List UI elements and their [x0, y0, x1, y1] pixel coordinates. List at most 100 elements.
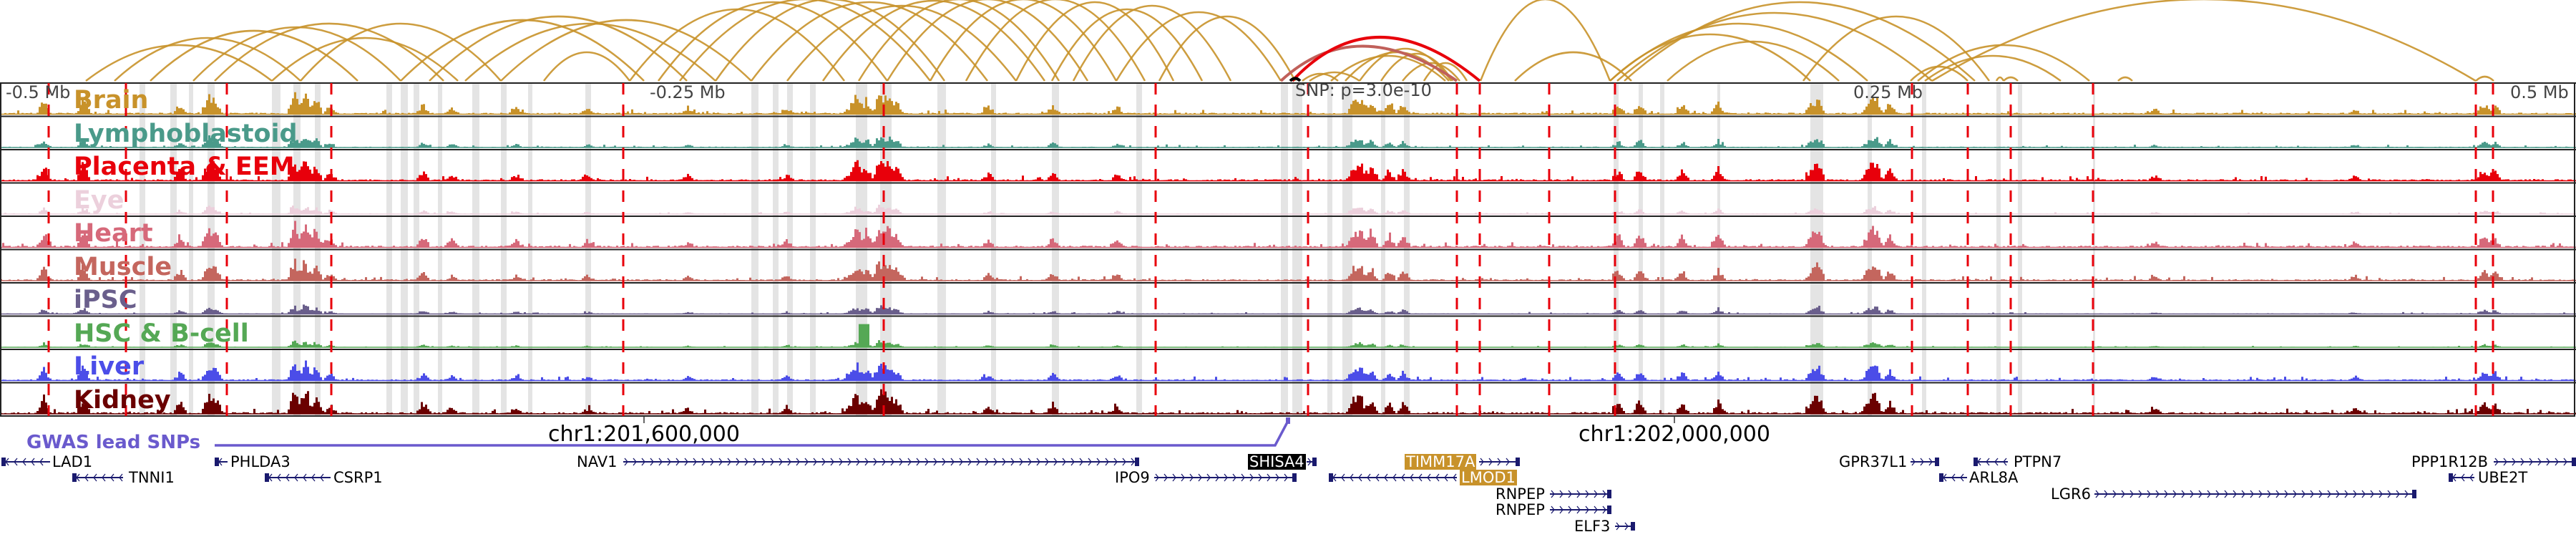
gene-label-ppp1r12b[interactable]: PPP1R12B	[2411, 453, 2489, 470]
strand-arrow-icon	[1444, 473, 1448, 482]
gene-exon	[1, 458, 6, 466]
strand-arrow-icon	[2379, 490, 2383, 498]
gene-label-ipo9[interactable]: IPO9	[1115, 469, 1150, 486]
signal-liver	[0, 360, 2576, 381]
strand-arrow-icon	[84, 473, 89, 482]
strand-arrow-icon	[1616, 522, 1620, 531]
interaction-arc	[1616, 11, 1933, 82]
interaction-arc	[1995, 76, 2005, 82]
strand-arrow-icon	[950, 458, 955, 466]
strand-arrow-icon	[924, 458, 929, 466]
interaction-arc	[85, 44, 273, 82]
strand-arrow-icon	[1181, 473, 1185, 482]
gene-exon	[1607, 490, 1611, 498]
strand-arrow-icon	[1435, 473, 1440, 482]
gene-exon	[1292, 473, 1297, 482]
strand-arrow-icon	[933, 458, 937, 466]
interaction-arc	[1931, 0, 2477, 82]
gene-label-shisa4[interactable]: SHISA4	[1248, 453, 1306, 470]
strand-arrow-icon	[658, 458, 663, 466]
interaction-arc	[1514, 51, 1632, 82]
strand-arrow-icon	[744, 458, 748, 466]
strand-arrow-icon	[1602, 505, 1606, 514]
strand-arrow-icon	[770, 458, 774, 466]
strand-arrow-icon	[959, 458, 963, 466]
strand-arrow-icon	[1275, 473, 1279, 482]
gene-exon	[72, 473, 77, 482]
gene-label-phlda3[interactable]: PHLDA3	[230, 453, 291, 470]
interaction-arc	[657, 1, 889, 82]
strand-arrow-icon	[2461, 473, 2465, 482]
gene-exon	[1607, 505, 1611, 514]
strand-arrow-icon	[684, 458, 688, 466]
strand-arrow-icon	[1172, 473, 1176, 482]
strand-arrow-icon	[1198, 473, 1202, 482]
strand-arrow-icon	[1036, 458, 1040, 466]
strand-arrow-icon	[2512, 458, 2516, 466]
strand-arrow-icon	[1576, 490, 1581, 498]
gene-label-timm17a[interactable]: TIMM17A	[1405, 453, 1477, 470]
strand-arrow-icon	[2494, 458, 2499, 466]
strand-arrow-icon	[985, 458, 989, 466]
gene-label-nav1[interactable]: NAV1	[577, 453, 618, 470]
strand-arrow-icon	[1551, 505, 1555, 514]
gene-label-rnpep[interactable]: RNPEP	[1496, 501, 1545, 518]
gene-label-lmod1[interactable]: LMOD1	[1460, 469, 1517, 486]
interaction-arc	[1050, 8, 1204, 82]
strand-arrow-icon	[796, 458, 800, 466]
strand-arrow-icon	[2529, 458, 2533, 466]
strand-arrow-icon	[294, 473, 298, 482]
interaction-arc	[464, 22, 716, 82]
strand-arrow-icon	[2241, 490, 2245, 498]
strand-arrow-icon	[847, 458, 852, 466]
strand-arrow-icon	[1480, 458, 1484, 466]
strand-arrow-icon	[2121, 490, 2125, 498]
interaction-arc	[429, 15, 688, 82]
strand-arrow-icon	[2147, 490, 2151, 498]
interaction-arc	[1624, 1, 1976, 82]
strand-arrow-icon	[286, 473, 290, 482]
strand-arrow-icon	[2003, 458, 2007, 466]
interaction-arc	[1380, 52, 1454, 82]
strand-arrow-icon	[2310, 490, 2314, 498]
gene-exon	[1974, 458, 1978, 466]
gene-exon	[1312, 458, 1317, 466]
track-label: HSC & B-cell	[74, 319, 249, 348]
gwas-snp-marker	[1286, 417, 1290, 424]
gene-label-tnni1[interactable]: TNNI1	[129, 469, 175, 486]
strand-arrow-icon	[1070, 458, 1075, 466]
strand-arrow-icon	[890, 458, 894, 466]
gene-label-gpr37l1[interactable]: GPR37L1	[1839, 453, 1908, 470]
strand-arrow-icon	[830, 458, 834, 466]
gene-label-ptpn7[interactable]: PTPN7	[2014, 453, 2062, 470]
ruler-label-0-25: 0.25 Mb	[1853, 82, 1923, 102]
strand-arrow-icon	[1019, 458, 1023, 466]
snp-arc	[1289, 77, 1302, 82]
strand-arrow-icon	[641, 458, 645, 466]
strand-arrow-icon	[967, 458, 972, 466]
strand-arrow-icon	[727, 458, 731, 466]
interaction-arc	[543, 51, 630, 82]
strand-arrow-icon	[1053, 458, 1058, 466]
strand-arrow-icon	[1131, 458, 1135, 466]
interaction-arc	[1609, 22, 1868, 82]
gene-label-lad1[interactable]: LAD1	[52, 453, 93, 470]
gene-label-rnpep[interactable]: RNPEP	[1496, 485, 1545, 503]
gene-label-ube2t[interactable]: UBE2T	[2478, 469, 2528, 486]
strand-arrow-icon	[1155, 473, 1159, 482]
gene-label-arl8a[interactable]: ARL8A	[1969, 469, 2019, 486]
strand-arrow-icon	[1079, 458, 1083, 466]
gene-label-lgr6[interactable]: LGR6	[2051, 485, 2091, 503]
gene-label-csrp1[interactable]: CSRP1	[333, 469, 383, 486]
gwas-lead-snps-label: GWAS lead SNPs	[26, 432, 201, 453]
track-label: Brain	[74, 86, 149, 115]
strand-arrow-icon	[1249, 473, 1254, 482]
strand-arrow-icon	[1045, 458, 1049, 466]
gene-label-elf3[interactable]: ELF3	[1574, 518, 1611, 535]
interaction-arc	[2003, 76, 2019, 82]
interaction-arc	[751, 1, 988, 82]
strand-arrow-icon	[1585, 505, 1589, 514]
strand-arrow-icon	[2469, 473, 2474, 482]
strand-arrow-icon	[1559, 505, 1563, 514]
strand-arrow-icon	[1350, 473, 1354, 482]
